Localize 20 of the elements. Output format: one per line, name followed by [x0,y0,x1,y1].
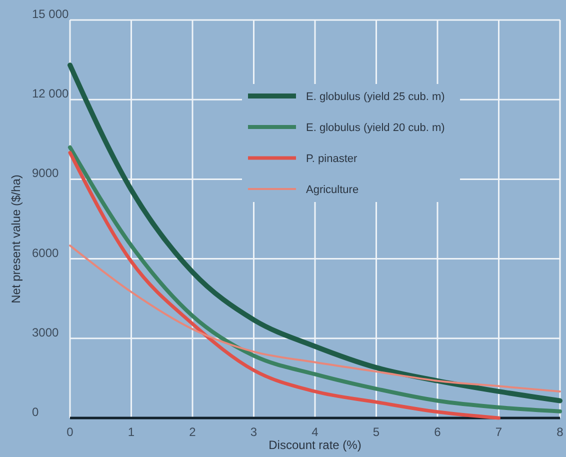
legend-label: P. pinaster [306,153,358,165]
legend-label: E. globulus (yield 25 cub. m) [306,91,445,103]
y-tick-label: 9000 [32,166,60,180]
y-tick-label: 0 [32,405,39,419]
y-tick-label: 6000 [32,246,60,260]
y-tick-label: 3000 [32,325,60,340]
x-tick-label: 8 [556,425,564,439]
legend-label: Agriculture [306,184,359,196]
x-tick-label: 4 [312,425,319,439]
x-tick-label: 2 [189,425,196,439]
x-tick-label: 1 [128,425,135,439]
y-tick-label: 12 000 [32,86,70,101]
x-tick-label: 3 [250,425,258,439]
x-tick-label: 7 [495,425,502,439]
x-axis-title: Discount rate (%) [268,438,362,452]
x-tick-label: 6 [434,425,442,439]
y-tick-label: 15 000 [32,7,70,21]
y-axis-title: Net present value ($/ha) [9,174,23,304]
x-tick-label: 5 [372,425,380,439]
legend-label: E. globulus (yield 20 cub. m) [306,122,445,134]
